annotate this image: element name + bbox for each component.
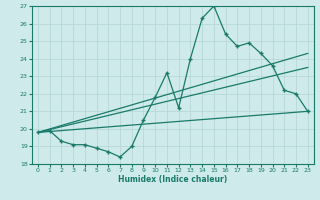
X-axis label: Humidex (Indice chaleur): Humidex (Indice chaleur)	[118, 175, 228, 184]
